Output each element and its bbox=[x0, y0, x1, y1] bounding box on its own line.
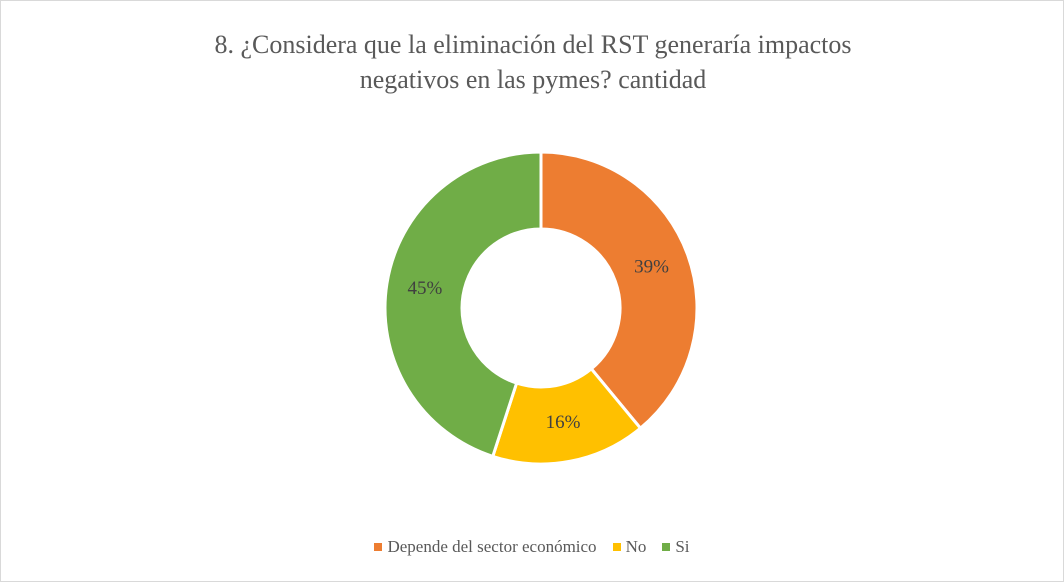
slice bbox=[539, 150, 699, 431]
slice bbox=[383, 150, 543, 459]
legend-label: Depende del sector económico bbox=[387, 537, 597, 556]
legend-item: No bbox=[612, 537, 647, 557]
data-label: 16% bbox=[546, 412, 581, 433]
slice bbox=[490, 366, 643, 466]
legend-item: Si bbox=[662, 537, 690, 557]
legend-item: Depende del sector económico bbox=[374, 537, 597, 557]
legend-label: No bbox=[625, 537, 647, 556]
legend-swatch bbox=[374, 543, 383, 551]
data-label: 39% bbox=[634, 257, 669, 278]
legend: Depende del sector económico No Si bbox=[1, 537, 1063, 557]
legend-swatch bbox=[612, 543, 621, 551]
legend-swatch bbox=[662, 543, 671, 551]
data-label: 45% bbox=[408, 278, 443, 299]
chart-title: 8. ¿Considera que la eliminación del RST… bbox=[214, 30, 852, 94]
legend-label: Si bbox=[675, 537, 690, 556]
